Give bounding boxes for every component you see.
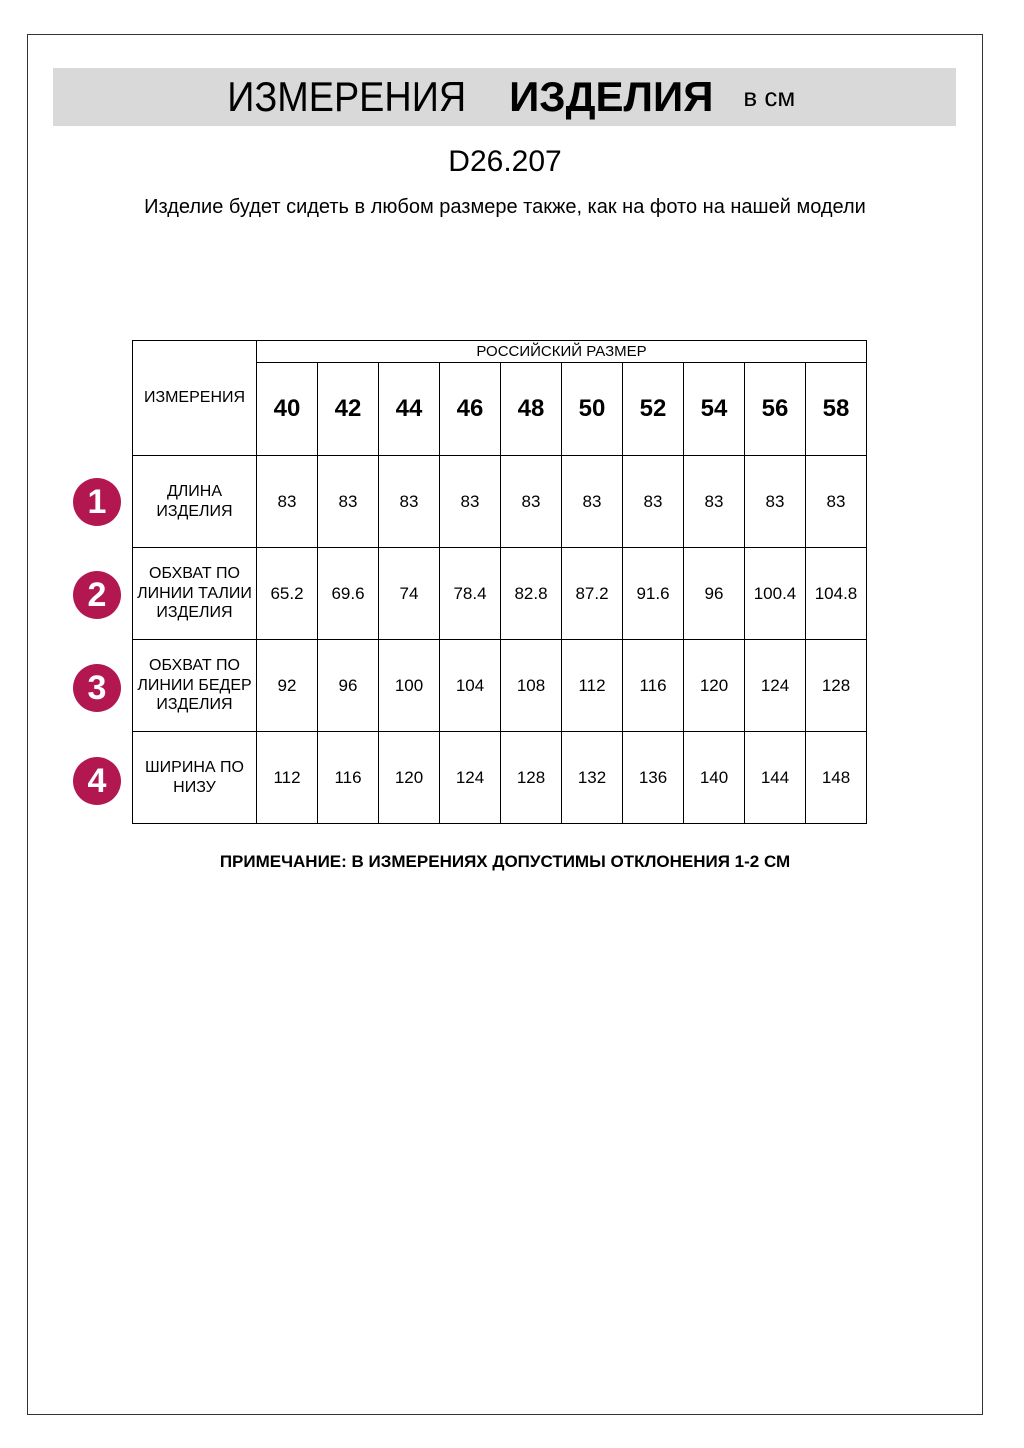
measurement-label: ОБХВАТ ПО ЛИНИИ ТАЛИИ ИЗДЕЛИЯ bbox=[132, 547, 257, 640]
measurement-value: 83 bbox=[683, 455, 745, 548]
measurement-value: 144 bbox=[744, 731, 806, 824]
measurement-value: 100.4 bbox=[744, 547, 806, 640]
size-table: ИЗМЕРЕНИЯ РОССИЙСКИЙ РАЗМЕР 40 42 44 46 48 50 52… bbox=[132, 340, 867, 824]
measurement-value: 132 bbox=[561, 731, 623, 824]
measurement-value: 83 bbox=[622, 455, 684, 548]
size-header: 40 bbox=[256, 362, 318, 456]
tolerance-note: ПРИМЕЧАНИЕ: В ИЗМЕРЕНИЯХ ДОПУСТИМЫ ОТКЛО… bbox=[219, 852, 791, 871]
measurement-value: 120 bbox=[683, 639, 745, 732]
measurements-header: ИЗМЕРЕНИЯ bbox=[132, 340, 257, 456]
title-regular: ИЗМЕРЕНИЯ bbox=[226, 73, 466, 120]
measurement-value: 83 bbox=[805, 455, 867, 548]
row-number-badge: 2 bbox=[73, 571, 121, 619]
measurement-value: 92 bbox=[256, 639, 318, 732]
title-banner: ИЗМЕРЕНИЯ ИЗДЕЛИЯ в см bbox=[53, 68, 956, 126]
title-bold: ИЗДЕЛИЯ bbox=[509, 73, 714, 120]
measurement-value: 100 bbox=[378, 639, 440, 732]
size-header: 46 bbox=[439, 362, 501, 456]
row-number-badge: 1 bbox=[73, 478, 121, 526]
measurement-value: 112 bbox=[256, 731, 318, 824]
row-number-badge: 4 bbox=[73, 757, 121, 805]
fit-description: Изделие будет сидеть в любом размере так… bbox=[144, 196, 866, 218]
measurement-value: 69.6 bbox=[317, 547, 379, 640]
measurement-value: 82.8 bbox=[500, 547, 562, 640]
size-header: 56 bbox=[744, 362, 806, 456]
measurement-value: 140 bbox=[683, 731, 745, 824]
measurement-value: 83 bbox=[744, 455, 806, 548]
page-border bbox=[27, 34, 983, 1415]
measurement-value: 83 bbox=[500, 455, 562, 548]
measurement-value: 83 bbox=[317, 455, 379, 548]
measurement-value: 87.2 bbox=[561, 547, 623, 640]
measurement-label: ДЛИНА ИЗДЕЛИЯ bbox=[132, 455, 257, 548]
product-code: D26.207 bbox=[448, 145, 562, 178]
measurement-value: 65.2 bbox=[256, 547, 318, 640]
table-row: ОБХВАТ ПО ЛИНИИ БЕДЕР ИЗДЕЛИЯ 92 96 100 104 1… bbox=[132, 639, 867, 732]
russian-size-header: РОССИЙСКИЙ РАЗМЕР bbox=[256, 340, 867, 363]
measurement-value: 96 bbox=[317, 639, 379, 732]
size-header: 54 bbox=[683, 362, 745, 456]
measurement-value: 108 bbox=[500, 639, 562, 732]
measurement-value: 83 bbox=[439, 455, 501, 548]
size-header: 52 bbox=[622, 362, 684, 456]
measurement-value: 148 bbox=[805, 731, 867, 824]
title-unit: в см bbox=[743, 82, 796, 112]
measurement-value: 104.8 bbox=[805, 547, 867, 640]
measurement-value: 78.4 bbox=[439, 547, 501, 640]
measurement-value: 136 bbox=[622, 731, 684, 824]
table-row: ШИРИНА ПО НИЗУ 112 116 120 124 128 132 136 140 14… bbox=[132, 731, 867, 824]
measurement-value: 128 bbox=[500, 731, 562, 824]
measurement-value: 83 bbox=[561, 455, 623, 548]
measurement-value: 124 bbox=[439, 731, 501, 824]
size-header: 44 bbox=[378, 362, 440, 456]
size-header: 42 bbox=[317, 362, 379, 456]
row-number-badge: 3 bbox=[73, 664, 121, 712]
measurement-value: 91.6 bbox=[622, 547, 684, 640]
measurement-value: 116 bbox=[317, 731, 379, 824]
table-row: ОБХВАТ ПО ЛИНИИ ТАЛИИ ИЗДЕЛИЯ 65.2 69.6 74 7… bbox=[132, 547, 867, 640]
measurement-label: ОБХВАТ ПО ЛИНИИ БЕДЕР ИЗДЕЛИЯ bbox=[132, 639, 257, 732]
measurement-value: 74 bbox=[378, 547, 440, 640]
size-header: 58 bbox=[805, 362, 867, 456]
measurement-value: 112 bbox=[561, 639, 623, 732]
measurement-value: 83 bbox=[378, 455, 440, 548]
measurement-value: 124 bbox=[744, 639, 806, 732]
measurement-label: ШИРИНА ПО НИЗУ bbox=[132, 731, 257, 824]
measurement-value: 116 bbox=[622, 639, 684, 732]
measurement-value: 83 bbox=[256, 455, 318, 548]
table-row: ДЛИНА ИЗДЕЛИЯ 83 83 83 83 83 83 83 83 83 83 bbox=[132, 455, 867, 548]
measurement-value: 120 bbox=[378, 731, 440, 824]
measurement-value: 104 bbox=[439, 639, 501, 732]
measurement-value: 96 bbox=[683, 547, 745, 640]
size-header: 48 bbox=[500, 362, 562, 456]
measurement-value: 128 bbox=[805, 639, 867, 732]
size-header: 50 bbox=[561, 362, 623, 456]
